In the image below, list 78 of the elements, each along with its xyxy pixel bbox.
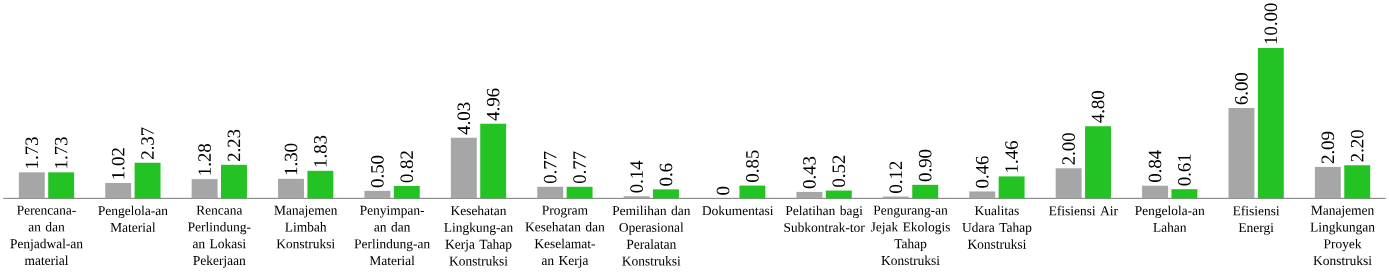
x-tick-label: Efisiensi Air [1049,205,1118,216]
bar [653,189,679,199]
data-label: 1.02 [111,148,125,179]
bar [537,186,564,199]
bar [1228,107,1255,199]
x-tick-label: Perencana-an dan Penjadwal-an material [10,205,83,265]
bar [191,178,218,199]
data-label: 0.84 [1148,150,1162,182]
x-tick-label: Pengelola-an Material [98,205,168,232]
bar [105,182,132,199]
data-label: 0.43 [803,156,816,189]
bar [480,123,507,199]
bar [1314,166,1341,199]
x-tick-label: Penyimpan-an dan Perlindung-an Material [354,205,430,266]
bar [1142,185,1168,199]
data-label: 1.30 [284,143,298,175]
data-label: 0.50 [371,155,384,188]
bar [1257,47,1284,199]
data-label: 1.28 [198,143,211,175]
data-label: 2.00 [1062,133,1076,165]
bar [912,184,939,199]
bar [393,185,420,199]
bar [1344,165,1371,199]
data-label: 0.46 [975,156,989,188]
data-label: 10.00 [1264,3,1278,44]
bar [307,170,334,199]
bar [1171,189,1198,199]
bar [364,190,391,199]
bar [48,172,75,199]
bar [450,137,477,199]
x-tick-label: Manajemen Limbah Konstruksi [274,205,338,249]
bar [969,191,996,199]
data-label: 0.82 [400,151,414,183]
data-label: 2.09 [1321,131,1335,164]
bar [998,176,1025,199]
data-label: 0.14 [630,160,644,193]
data-label: 1.73 [54,137,68,168]
bar [134,162,161,199]
data-label: 0.90 [918,149,932,182]
x-tick-label: Kesehatan Lingkung-an Kerja Tahap Konstruksi [444,205,513,266]
data-label: 0.85 [746,150,759,182]
data-label: 0.61 [1178,154,1191,186]
bar [796,191,823,199]
data-label: 4.80 [1091,90,1105,123]
data-label: 2.20 [1350,130,1364,162]
bar [825,190,852,199]
x-tick-label: Pengurang-an Jejak Ekologis Tahap Konstruksi [870,205,950,265]
bar [18,172,45,199]
data-label: 0.77 [573,151,586,183]
x-tick-label: Dokumentasi [702,205,774,216]
data-label: 6.00 [1235,72,1248,105]
x-tick-label: Efisiensi Energi [1233,205,1280,235]
data-label: 0.12 [889,161,903,193]
data-label: 2.23 [227,129,241,161]
data-label: 2.37 [141,127,154,159]
bar [566,186,593,199]
bar [278,178,304,199]
data-label: 0 [716,186,730,195]
x-tick-label: Pengelola-an Lahan [1135,205,1205,232]
x-tick-label: Rencana Perlindung-an Lokasi Pekerjaan [187,205,251,268]
data-label: 4.03 [457,102,471,135]
data-label: 4.96 [486,88,500,121]
bar [623,196,650,199]
bar [221,164,247,199]
x-tick-label: Pelatihan bagi Subkontrak-tor [784,205,865,232]
data-label: 0.52 [832,155,846,187]
data-label: 1.46 [1005,141,1018,172]
bar [1085,126,1111,199]
x-tick-label: Manajemen Lingkungan Proyek Konstruksi [1310,205,1375,266]
data-label: 0.77 [543,151,557,183]
bar [739,185,766,199]
x-tick-label: Program Kesehatan dan Keselamat-an Kerja [525,205,605,268]
x-tick-label: Kualitas Udara Tahap Konstruksi [962,205,1032,249]
data-label: 1.73 [25,137,39,168]
x-tick-label: Pemilihan dan Operasional Peralatan Konstruksi [612,205,691,266]
data-label: 0.6 [659,163,673,186]
bar [1055,168,1082,199]
data-label: 1.83 [314,135,327,167]
